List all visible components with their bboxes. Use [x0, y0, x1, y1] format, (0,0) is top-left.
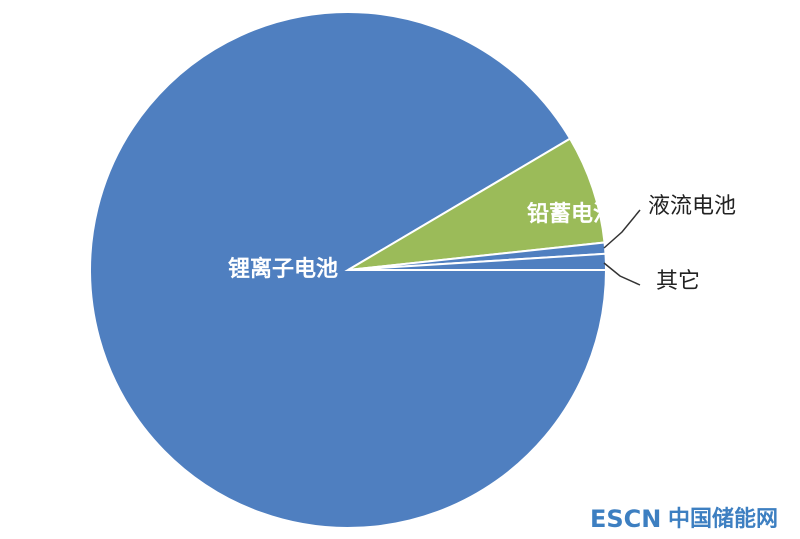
- leader-line: [603, 262, 641, 286]
- slice-label: 液流电池: [648, 194, 736, 219]
- watermark-brand: ESCN: [590, 505, 661, 533]
- slice-label: 其它: [656, 269, 700, 294]
- slice-label: 铅蓄电池: [527, 201, 615, 227]
- pie-slice: [347, 252, 608, 271]
- pie-slice: [347, 137, 606, 271]
- watermark-text: 中国储能网: [668, 506, 778, 532]
- slice-label: 锂离子电池: [228, 256, 338, 282]
- pie: [89, 11, 608, 529]
- leader-line: [603, 209, 641, 249]
